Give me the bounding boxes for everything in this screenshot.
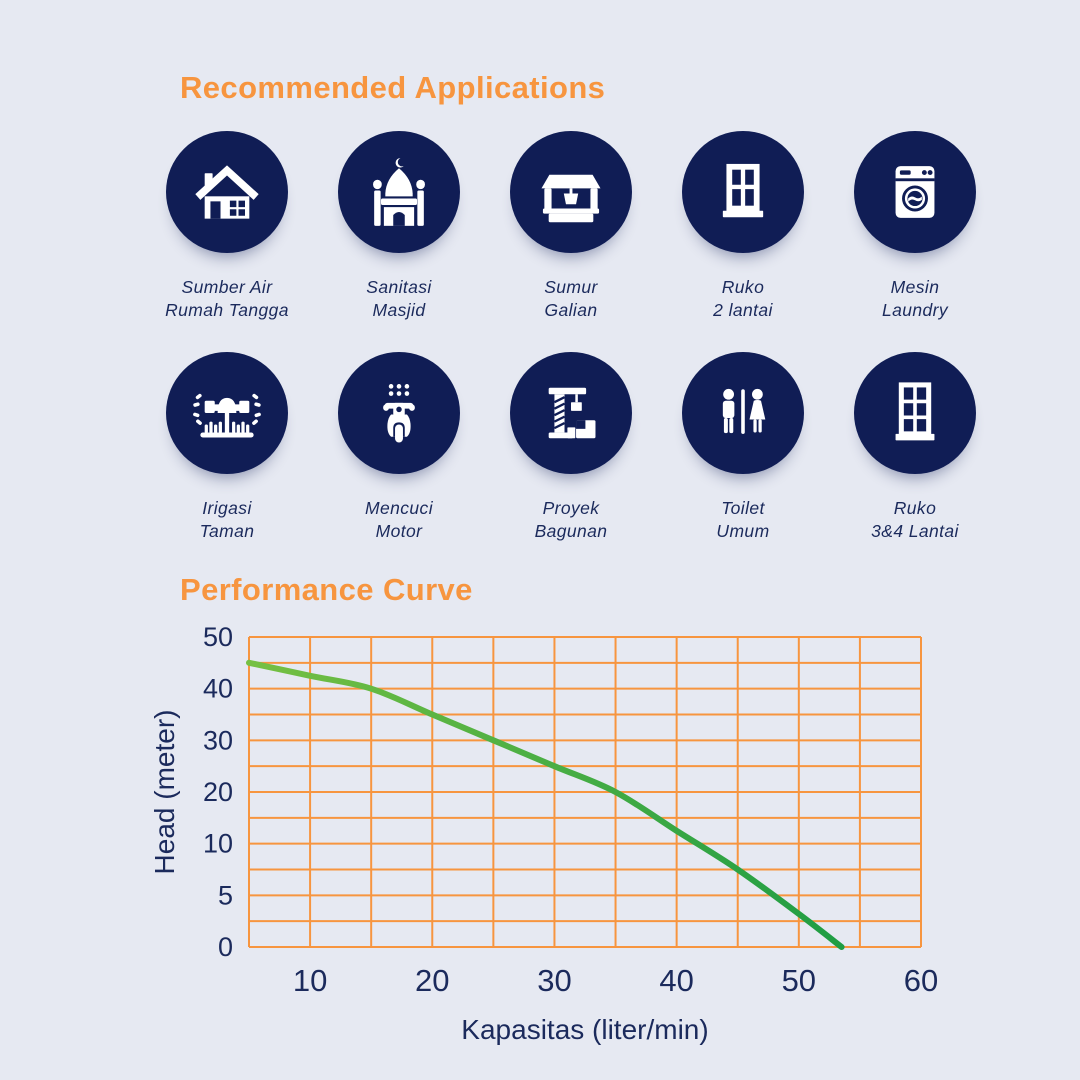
water-well-icon — [541, 174, 601, 223]
app-badge — [854, 131, 976, 253]
app-badge — [338, 352, 460, 474]
app-item-ruko-3-4-lantai: Ruko 3&4 Lantai — [854, 352, 976, 573]
app-item-mencuci-motor: Mencuci Motor — [338, 352, 460, 573]
x-tick-label: 40 — [659, 963, 693, 998]
app-badge — [338, 131, 460, 253]
app-item-toilet-umum: Toilet Umum — [682, 352, 804, 573]
shophouse-window-icon — [722, 163, 764, 218]
x-axis-title: Kapasitas (liter/min) — [461, 1014, 708, 1045]
app-badge — [510, 352, 632, 474]
x-tick-label: 50 — [782, 963, 816, 998]
app-item-ruko-2-lantai: Ruko 2 lantai — [682, 131, 804, 352]
x-tick-label: 20 — [415, 963, 449, 998]
applications-grid: Sumber Air Rumah Tangga — [141, 131, 1001, 573]
applications-section-title: Recommended Applications — [180, 70, 606, 105]
app-label: Ruko 2 lantai — [713, 277, 773, 320]
y-tick-label: 0 — [218, 932, 233, 962]
restroom-icon — [722, 388, 766, 434]
app-badge — [166, 352, 288, 474]
app-label: Mencuci Motor — [365, 498, 433, 541]
multistorey-building-icon — [895, 382, 935, 441]
app-item-sanitasi-masjid: Sanitasi Masjid — [338, 131, 460, 352]
house-icon — [195, 165, 259, 219]
app-item-irigasi-taman: Irigasi Taman — [166, 352, 288, 573]
x-tick-label: 60 — [904, 963, 938, 998]
app-item-proyek-bagunan: Proyek Bagunan — [510, 352, 632, 573]
mosque-icon — [373, 158, 425, 226]
y-tick-label: 50 — [203, 622, 233, 652]
app-label: Sumber Air Rumah Tangga — [165, 277, 289, 320]
y-tick-label: 10 — [203, 829, 233, 859]
y-tick-label: 40 — [203, 674, 233, 704]
construction-crane-icon — [548, 387, 596, 439]
app-label: Toilet Umum — [716, 498, 770, 541]
app-badge — [854, 352, 976, 474]
x-tick-label: 10 — [293, 963, 327, 998]
x-tick-label: 30 — [537, 963, 571, 998]
app-label: Ruko 3&4 Lantai — [871, 498, 959, 541]
app-label: Mesin Laundry — [881, 277, 949, 320]
app-label: Irigasi Taman — [199, 498, 255, 541]
performance-curve — [246, 659, 845, 950]
app-label: Sanitasi Masjid — [366, 277, 432, 320]
sprinkler-icon — [193, 393, 261, 438]
y-tick-label: 5 — [218, 880, 233, 910]
y-tick-label: 30 — [203, 725, 233, 755]
app-badge — [510, 131, 632, 253]
app-label: Proyek Bagunan — [534, 498, 608, 541]
app-item-sumber-air: Sumber Air Rumah Tangga — [165, 131, 289, 352]
app-badge — [682, 352, 804, 474]
scooter-icon — [383, 384, 415, 443]
app-badge — [165, 131, 288, 253]
app-label: Sumur Galian — [544, 277, 598, 320]
app-item-mesin-laundry: Mesin Laundry — [854, 131, 976, 352]
app-item-sumur-galian: Sumur Galian — [510, 131, 632, 352]
y-tick-label: 20 — [203, 777, 233, 807]
y-axis-title: Head (meter) — [149, 710, 180, 875]
performance-section-title: Performance Curve — [180, 572, 473, 607]
washing-machine-icon — [895, 166, 935, 218]
app-badge — [682, 131, 804, 253]
